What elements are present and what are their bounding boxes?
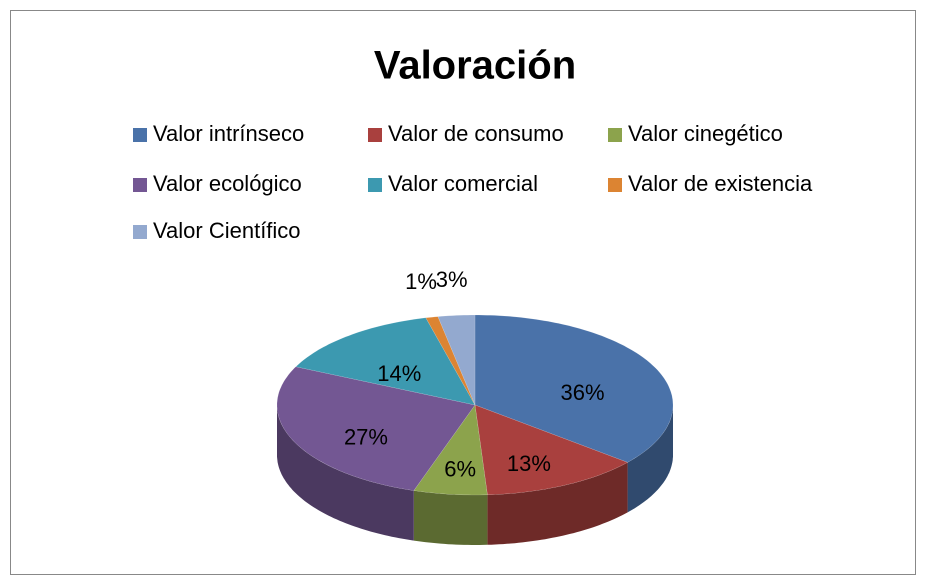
data-label: 14% [377, 361, 421, 386]
legend-swatch [608, 178, 622, 192]
pie-slice-side [413, 490, 488, 545]
pie-slice-side [277, 405, 414, 541]
pie-slice [276, 366, 476, 491]
pie-slice [413, 404, 488, 496]
data-label: 3% [436, 267, 468, 292]
pie-slice-side [487, 462, 628, 545]
data-label: 13% [507, 451, 551, 476]
pie-slice [437, 314, 476, 406]
legend-label: Valor de consumo [388, 121, 564, 146]
legend-label: Valor intrínseco [153, 121, 304, 146]
data-label: 36% [560, 380, 604, 405]
legend-swatch [368, 128, 382, 142]
legend-swatch [133, 178, 147, 192]
legend-swatch [133, 225, 147, 239]
legend-label: Valor comercial [388, 171, 538, 196]
pie-slice [474, 314, 674, 463]
legend-label: Valor Científico [153, 218, 301, 243]
data-label: 27% [344, 424, 388, 449]
pie-slice [295, 317, 476, 406]
legend-swatch [608, 128, 622, 142]
legend-swatch [133, 128, 147, 142]
chart-title: Valoración [374, 44, 576, 88]
data-label: 6% [444, 456, 476, 481]
legend-label: Valor ecológico [153, 171, 302, 196]
legend-label: Valor de existencia [628, 171, 813, 196]
pie [276, 314, 674, 545]
data-label: 1% [405, 269, 437, 294]
pie-slice-side [627, 405, 673, 513]
legend-label: Valor cinegético [628, 121, 783, 146]
pie-slice [474, 404, 629, 496]
legend-swatch [368, 178, 382, 192]
